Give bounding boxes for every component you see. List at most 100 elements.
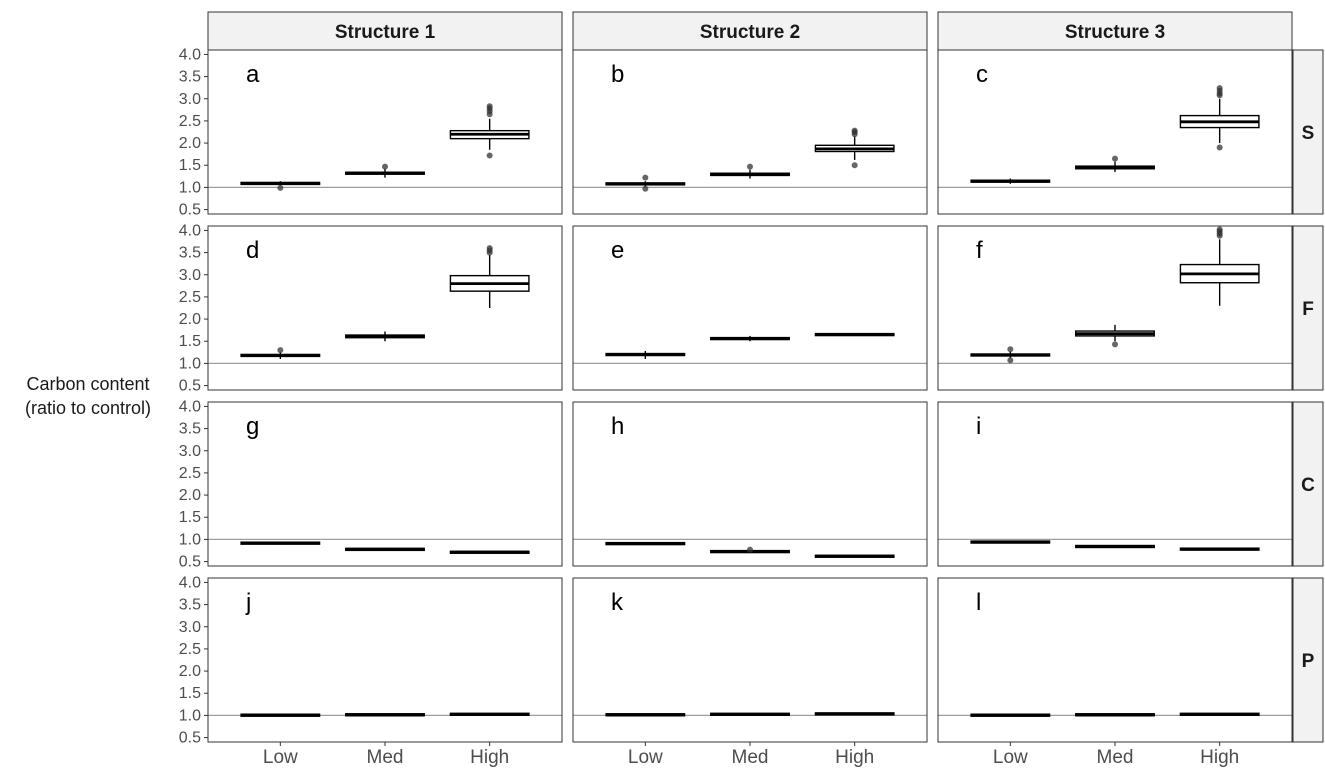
outlier-point bbox=[486, 245, 493, 252]
y-tick-label: 3.5 bbox=[179, 69, 201, 86]
panel-border bbox=[937, 225, 1293, 391]
x-tick-label: Med bbox=[732, 747, 769, 768]
box-med bbox=[345, 331, 425, 342]
panel-label: j bbox=[245, 589, 251, 616]
outlier-point bbox=[747, 546, 753, 553]
x-tick-label: Med bbox=[367, 747, 404, 768]
outlier-point bbox=[382, 163, 388, 170]
panel-background bbox=[208, 226, 562, 390]
x-tick-label: Low bbox=[993, 747, 1028, 768]
outlier-point bbox=[1007, 346, 1014, 353]
panel-label: c bbox=[976, 61, 988, 88]
panel-e: e bbox=[572, 225, 928, 391]
outlier-point bbox=[277, 347, 284, 354]
row-strip bbox=[1292, 225, 1324, 391]
x-tick-label: Low bbox=[263, 747, 298, 768]
panel-k: k bbox=[572, 577, 928, 743]
panel-a: a bbox=[207, 49, 563, 215]
panel-border bbox=[207, 49, 563, 215]
box-high bbox=[449, 245, 530, 308]
box-low bbox=[970, 346, 1051, 364]
y-tick-label: 2.5 bbox=[179, 641, 201, 658]
box-high bbox=[814, 127, 895, 169]
panel-border bbox=[572, 225, 928, 391]
panel-i: i bbox=[937, 401, 1293, 567]
outlier-point bbox=[642, 174, 649, 181]
panel-g: g bbox=[207, 401, 563, 567]
box-low bbox=[605, 541, 686, 546]
panel-label: h bbox=[611, 413, 624, 440]
column-strip-label: Structure 2 bbox=[700, 22, 800, 43]
outlier-point bbox=[277, 184, 284, 191]
x-tick-label: Low bbox=[628, 747, 663, 768]
box-high bbox=[814, 712, 895, 716]
box-high bbox=[814, 332, 895, 337]
panel-label: e bbox=[611, 237, 624, 264]
panel-l: l bbox=[937, 577, 1293, 743]
panel-f: f bbox=[937, 225, 1293, 391]
y-tick-label: 2.0 bbox=[179, 311, 201, 328]
y-axis-title-line-1: Carbon content bbox=[26, 374, 149, 394]
y-tick-label: 3.0 bbox=[179, 619, 201, 636]
box-med bbox=[1075, 713, 1155, 717]
y-tick-label: 0.5 bbox=[179, 202, 201, 219]
y-tick-label: 2.0 bbox=[179, 487, 201, 504]
panel-label: k bbox=[611, 589, 624, 616]
box-low bbox=[970, 713, 1051, 717]
box-high bbox=[814, 554, 895, 558]
outlier-point bbox=[1112, 341, 1118, 348]
y-tick-label: 0.5 bbox=[179, 554, 201, 571]
box-med bbox=[710, 712, 790, 716]
box-med bbox=[345, 547, 425, 552]
panel-border bbox=[207, 225, 563, 391]
outlier-point bbox=[486, 152, 493, 159]
panel-background bbox=[208, 402, 562, 566]
panel-c: c bbox=[937, 49, 1293, 215]
box-high bbox=[1179, 226, 1260, 306]
y-tick-label: 2.5 bbox=[179, 465, 201, 482]
panel-background bbox=[573, 578, 927, 742]
box-high bbox=[1179, 85, 1260, 151]
y-tick-label: 3.5 bbox=[179, 245, 201, 262]
outlier-point bbox=[747, 163, 753, 170]
outlier-point bbox=[1112, 155, 1118, 162]
y-tick-label: 1.5 bbox=[179, 333, 201, 350]
y-tick-label: 3.5 bbox=[179, 597, 201, 614]
outlier-point bbox=[1216, 85, 1223, 92]
row-strip bbox=[1292, 49, 1324, 215]
outlier-point bbox=[1007, 357, 1014, 364]
y-tick-label: 3.0 bbox=[179, 267, 201, 284]
panel-j: j bbox=[207, 577, 563, 743]
y-tick-label: 4.0 bbox=[179, 46, 201, 63]
outlier-point bbox=[1216, 144, 1223, 151]
panel-border bbox=[937, 401, 1293, 567]
y-tick-label: 1.0 bbox=[179, 531, 201, 548]
row-strip-label: F bbox=[1302, 299, 1314, 320]
y-tick-label: 4.0 bbox=[179, 574, 201, 591]
box-low bbox=[605, 713, 686, 717]
x-tick-label: High bbox=[835, 747, 874, 768]
facet-grid: Structure 1 Structure 2 Structure 3 S F C P 0.5… bbox=[179, 11, 1324, 768]
y-tick-label: 1.0 bbox=[179, 355, 201, 372]
box-low bbox=[970, 178, 1051, 184]
column-strip bbox=[572, 11, 928, 51]
panel-border bbox=[572, 49, 928, 215]
y-tick-label: 4.0 bbox=[179, 222, 201, 239]
column-strip-label: Structure 3 bbox=[1065, 22, 1165, 43]
box-low bbox=[240, 541, 321, 545]
box-med bbox=[710, 546, 790, 554]
y-axis-title-line-2: (ratio to control) bbox=[25, 398, 151, 418]
box-low bbox=[605, 174, 686, 192]
y-tick-label: 1.0 bbox=[179, 179, 201, 196]
panel-background bbox=[938, 50, 1292, 214]
box-med bbox=[1075, 544, 1155, 549]
panel-label: d bbox=[246, 237, 259, 264]
box-high bbox=[449, 712, 530, 716]
box-low bbox=[970, 540, 1051, 544]
panel-label: a bbox=[246, 61, 260, 88]
box-high bbox=[449, 103, 530, 159]
y-tick-label: 0.5 bbox=[179, 378, 201, 395]
row-strip-label: C bbox=[1301, 475, 1315, 496]
panel-background bbox=[208, 578, 562, 742]
panel-label: g bbox=[246, 413, 259, 440]
